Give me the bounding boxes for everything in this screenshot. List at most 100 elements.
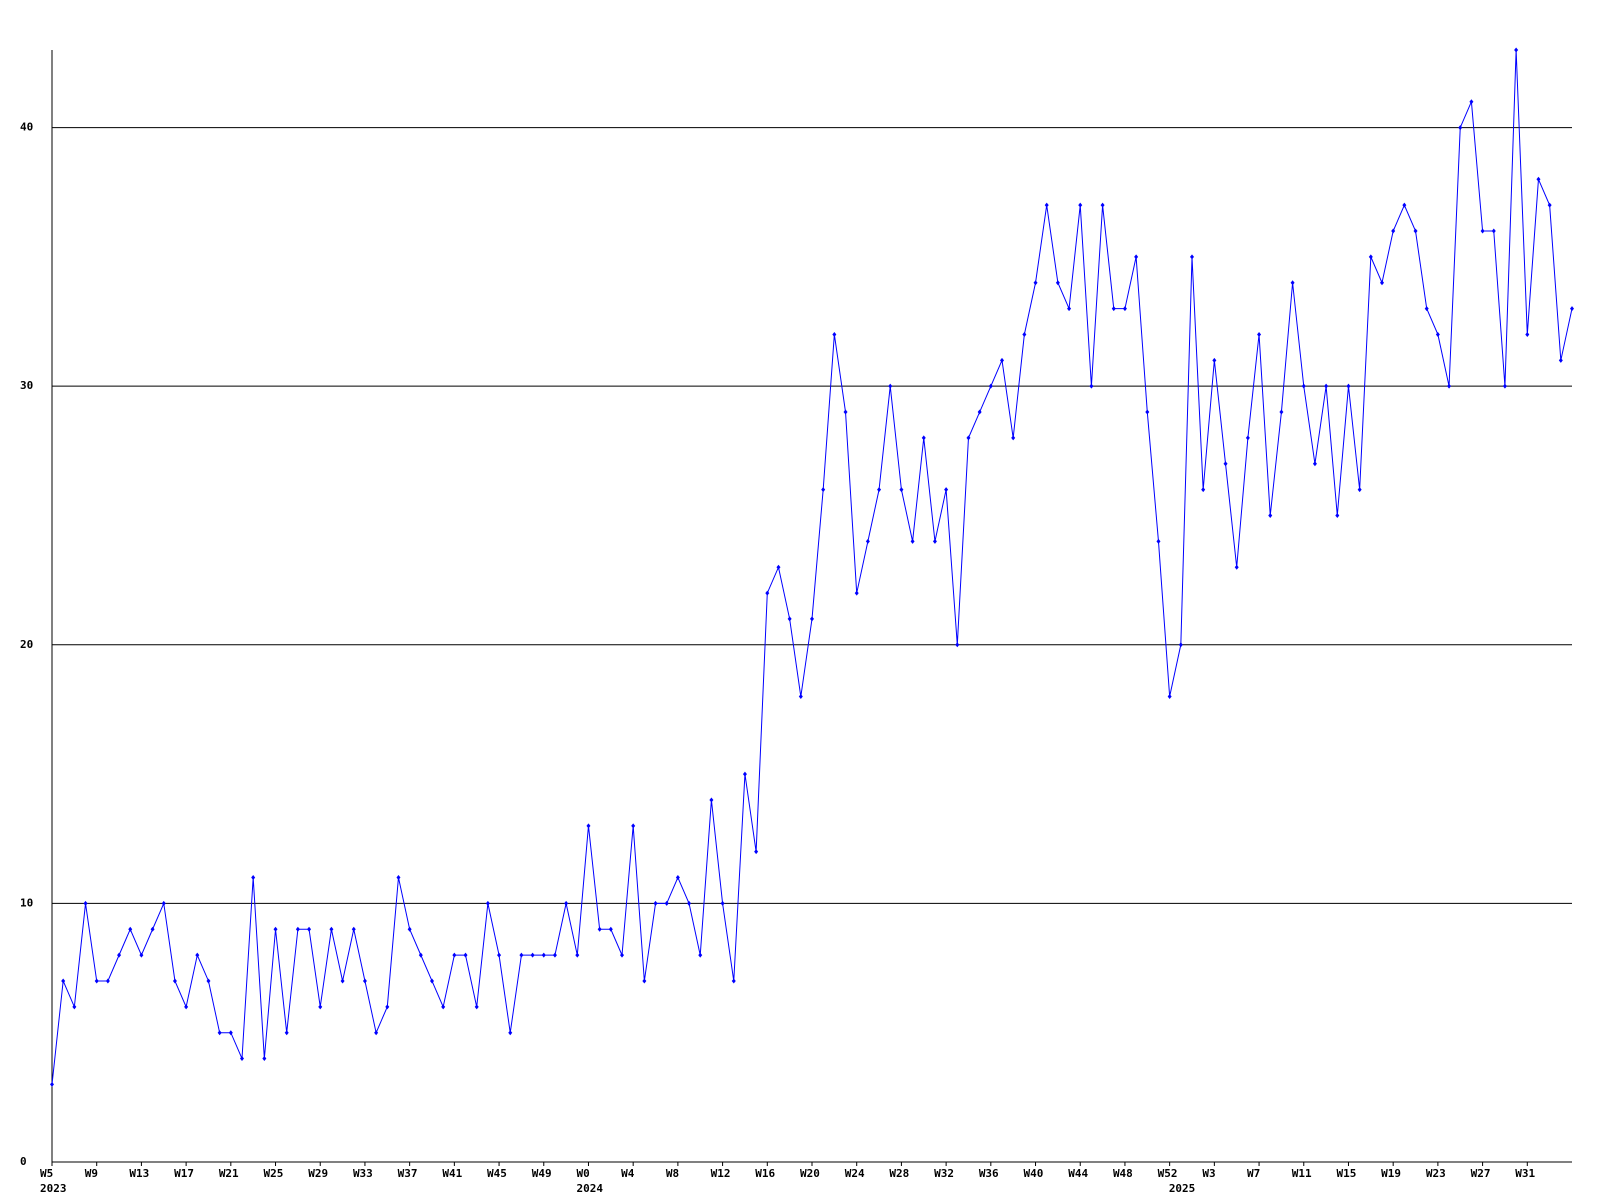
data-point [251,875,256,881]
data-point [61,978,66,984]
data-point [1067,306,1072,312]
data-point [1122,306,1127,312]
data-point [228,1030,233,1036]
data-point [932,538,937,544]
data-point [742,771,747,777]
data-point [1491,228,1496,234]
data-point [988,383,993,389]
data-point [1570,306,1574,312]
data-point [1156,538,1161,544]
data-point [798,694,803,700]
data-point [1223,461,1228,467]
x-tick-label: W37 [398,1167,418,1180]
data-line [51,49,1573,1085]
data-point [195,952,200,958]
data-point [340,978,345,984]
data-point [1257,331,1262,337]
data-point [530,952,535,958]
data-point [552,952,557,958]
data-point [1514,47,1519,53]
data-point [206,978,211,984]
x-tick-label: W19 [1381,1167,1401,1180]
data-point [374,1030,379,1036]
data-point [832,331,837,337]
x-tick-label: W21 [219,1167,239,1180]
data-point [1424,306,1429,312]
data-point [910,538,915,544]
data-point [765,590,770,596]
data-point [653,900,658,906]
data-point [1033,280,1038,286]
x-tick-label: W36 [979,1167,999,1180]
data-point [1078,202,1083,208]
data-point [1212,357,1217,363]
x-tick-label: W0 [576,1167,589,1180]
data-point [1000,357,1004,363]
data-point [698,952,703,958]
x-tick-label: W12 [711,1167,731,1180]
data-point [430,978,434,984]
data-point [452,952,457,958]
data-point [854,590,859,596]
data-point [977,409,982,415]
y-tick-label: 20 [20,638,33,651]
data-point [1245,435,1250,441]
data-point [720,900,725,906]
data-point [1380,280,1384,286]
data-point [541,952,546,958]
data-point [709,797,714,803]
data-point [1100,202,1105,208]
data-point [1178,642,1183,648]
x-tick-label: W48 [1113,1167,1133,1180]
x-tick-label: W32 [934,1167,954,1180]
data-point [687,900,692,906]
x-tick-label: W11 [1292,1167,1312,1180]
data-point [1547,202,1552,208]
data-point [821,487,826,493]
x-tick-label: W41 [442,1167,462,1180]
data-point [72,1004,77,1010]
data-point [329,926,334,932]
data-point [139,952,144,958]
data-point [955,642,960,648]
x-year-label: 2025 [1169,1182,1196,1195]
data-point [441,1004,446,1010]
x-tick-label: W7 [1247,1167,1260,1180]
data-point [1458,125,1463,131]
data-point [675,875,680,881]
data-point [1312,461,1317,467]
data-point [474,1004,479,1010]
data-point [50,1081,54,1087]
x-tick-label: W20 [800,1167,820,1180]
y-tick-label: 0 [20,1155,27,1168]
data-point [608,926,613,932]
data-point [1335,512,1340,518]
data-point [1201,487,1206,493]
data-point [575,952,580,958]
data-point [240,1056,244,1062]
data-point [1290,280,1295,286]
data-point [921,435,926,441]
data-point [508,1030,513,1036]
data-point [273,926,278,932]
x-tick-label: W4 [621,1167,635,1180]
data-point [1391,228,1396,234]
data-point [620,952,624,958]
x-tick-label: W17 [174,1167,194,1180]
data-point [161,900,166,906]
data-point [1234,564,1239,570]
data-point [307,926,312,932]
x-tick-label: W16 [755,1167,775,1180]
data-point [810,616,814,622]
data-point [519,952,524,958]
data-point [664,900,669,906]
x-tick-label: W28 [889,1167,909,1180]
data-point [396,875,401,881]
data-point [1346,383,1351,389]
data-point [966,435,971,441]
data-point [597,926,602,932]
data-point [172,978,177,984]
data-point [776,564,781,570]
data-point [418,952,423,958]
